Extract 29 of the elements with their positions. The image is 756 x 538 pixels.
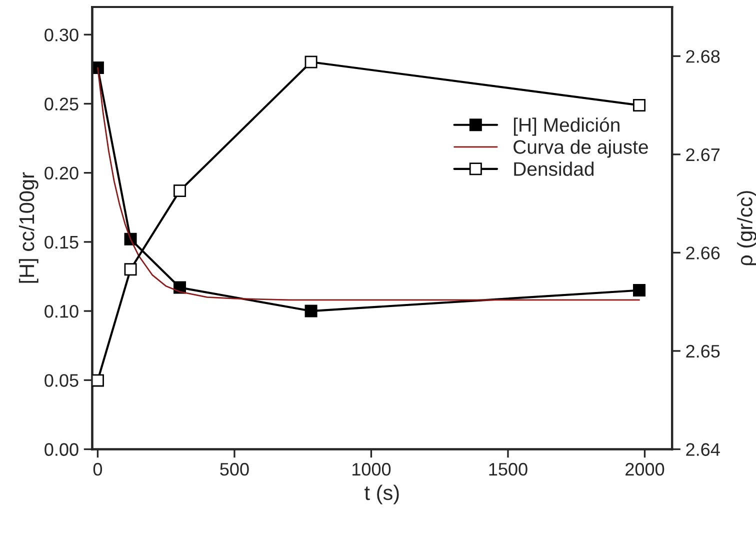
y2-tick-label: 2.68 (686, 50, 720, 63)
y-tick-label: 0.25 (44, 98, 78, 110)
y-tick-label: 0.05 (44, 374, 78, 387)
y-tick-label: 0.00 (44, 443, 78, 456)
y2-tick-label: 2.66 (686, 246, 720, 260)
point (633, 99, 646, 112)
x-tick-label: 500 (220, 462, 249, 476)
legend-label: Curva de ajuste (514, 140, 648, 158)
point (92, 374, 104, 387)
y2-tick-label: 2.67 (686, 148, 720, 162)
x-tick-label: 2000 (626, 462, 664, 476)
x-axis-title: t (s) (364, 484, 399, 504)
point (174, 184, 186, 198)
y2-tick-label: 2.65 (686, 344, 720, 358)
point (304, 304, 318, 318)
y-tick-label: 0.15 (44, 236, 78, 249)
legend-label: Densidad (514, 162, 594, 176)
point (304, 56, 318, 68)
point (124, 263, 137, 276)
y-tick-label: 0.20 (44, 166, 78, 180)
y-tick-label: 0.30 (44, 28, 78, 42)
x-tick-label: 1000 (352, 462, 391, 476)
x-tick-label: 0 (93, 462, 102, 476)
legend-label: [H] Medición (514, 117, 620, 136)
x-tick-label: 1500 (489, 462, 528, 476)
y2-tick-label: 2.64 (686, 443, 720, 456)
point (633, 284, 646, 297)
y-axis-title: [H] cc/100gr (18, 172, 38, 283)
y-tick-label: 0.10 (44, 304, 78, 318)
